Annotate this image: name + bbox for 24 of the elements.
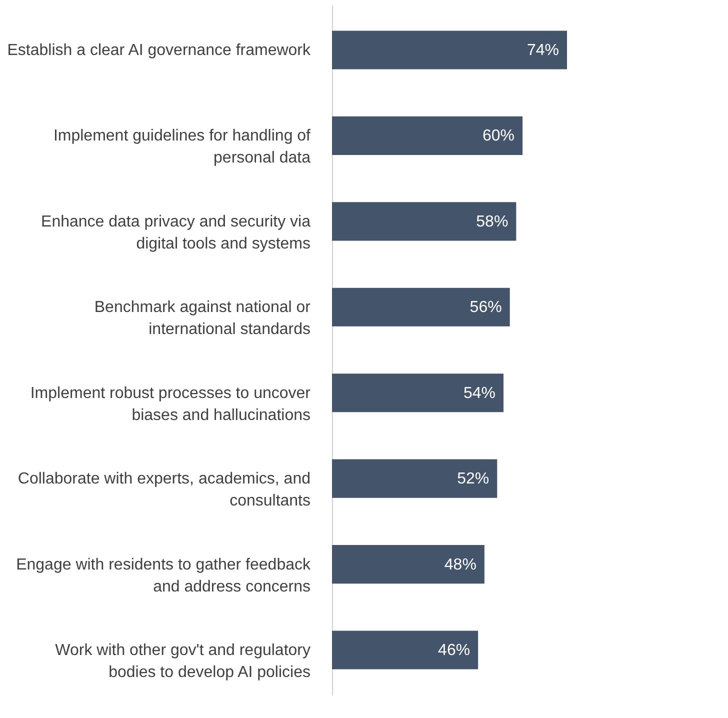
bar (332, 459, 498, 498)
y-tick-label: Implement robust processes to uncover biases and hallucinations (30, 384, 312, 424)
data-label: 60% (482, 128, 515, 145)
bar (332, 202, 516, 241)
y-tick-label: Work with other gov't and regulatory bodies to develop AI policies (55, 642, 310, 681)
y-tick-label: Benchmark against national or international standards (94, 299, 312, 338)
y-tick-label: Enhance data privacy and security via digital tools and systems (41, 213, 311, 252)
bar (332, 116, 523, 155)
bar (332, 630, 478, 670)
data-label: 52% (457, 470, 490, 488)
data-label: 46% (438, 642, 470, 659)
data-label: 56% (470, 299, 502, 316)
y-tick-label: Engage with residents to gather feedback and address concerns (16, 556, 312, 596)
bar (332, 374, 504, 412)
bar (332, 288, 510, 326)
data-label: 54% (463, 384, 496, 402)
data-label: 74% (526, 42, 559, 59)
y-tick-label: Establish a clear AI governance framework (7, 42, 312, 59)
y-tick-label: Implement guidelines for handling of personal data (53, 128, 312, 167)
bar (332, 30, 567, 70)
y-tick-label: Collaborate with experts, academics, and consultants (18, 470, 310, 510)
data-label: 58% (476, 213, 508, 230)
data-label: 48% (444, 556, 476, 574)
bar (332, 545, 484, 584)
